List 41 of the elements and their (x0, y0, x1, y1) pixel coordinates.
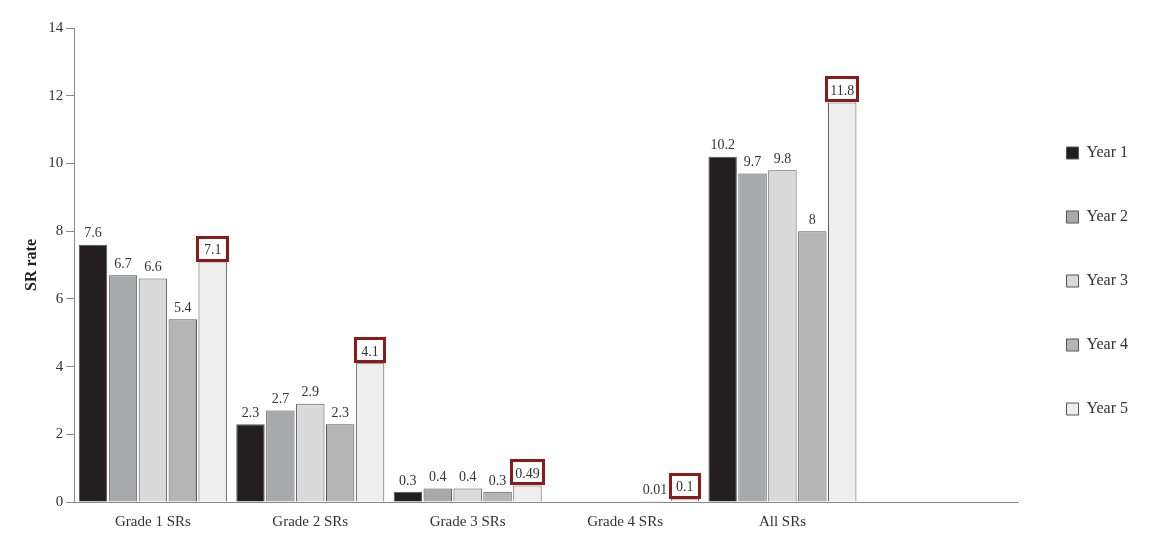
y-tick-label: 10 (48, 154, 64, 171)
data-label: 4.1 (361, 343, 379, 359)
data-label: 0.1 (676, 479, 694, 495)
data-label: 0.4 (458, 469, 477, 485)
data-label: 7.1 (203, 242, 222, 258)
legend-label: Year 2 (1086, 207, 1128, 225)
data-label: 0.3 (399, 472, 417, 488)
x-tick-label: Grade 3 SRs (429, 512, 506, 529)
x-tick-label: Grade 2 SRs (272, 512, 349, 529)
legend-label: Year 3 (1086, 271, 1128, 289)
data-label: 9.8 (773, 150, 792, 166)
y-tick-label: 0 (55, 492, 64, 509)
y-tick-label: 12 (48, 86, 64, 103)
data-label: 0.4 (429, 469, 447, 485)
y-tick-label: 6 (55, 289, 64, 306)
legend-label: Year 4 (1086, 335, 1128, 353)
data-label: 6.7 (114, 255, 132, 271)
y-tick-label: 2 (55, 425, 64, 442)
legend-label: Year 1 (1086, 143, 1128, 161)
data-label: 2.9 (301, 384, 320, 400)
data-label: 9.7 (743, 154, 762, 170)
y-tick-label: 14 (48, 18, 64, 35)
legend-label: Year 5 (1086, 399, 1128, 417)
data-label: 11.8 (830, 83, 855, 99)
y-tick-label: 4 (55, 357, 64, 374)
data-label: 0.01 (642, 482, 668, 498)
data-label: 7.6 (84, 225, 102, 241)
data-label: 6.6 (144, 259, 162, 275)
x-tick-label: Grade 1 SRs (114, 512, 191, 529)
x-tick-label: All SRs (758, 512, 807, 529)
data-label: 8 (808, 211, 816, 227)
y-tick-label: 8 (55, 222, 64, 239)
y-axis-title: SR rate (21, 239, 39, 291)
data-label: 0.49 (515, 466, 540, 482)
data-label: 5.4 (174, 299, 192, 315)
data-label: 2.7 (271, 391, 290, 407)
data-label: 2.3 (241, 404, 260, 420)
x-tick-label: Grade 4 SRs (587, 512, 664, 529)
data-label: 2.3 (331, 404, 349, 420)
data-label: 0.3 (488, 472, 507, 488)
data-label: 10.2 (710, 137, 735, 153)
